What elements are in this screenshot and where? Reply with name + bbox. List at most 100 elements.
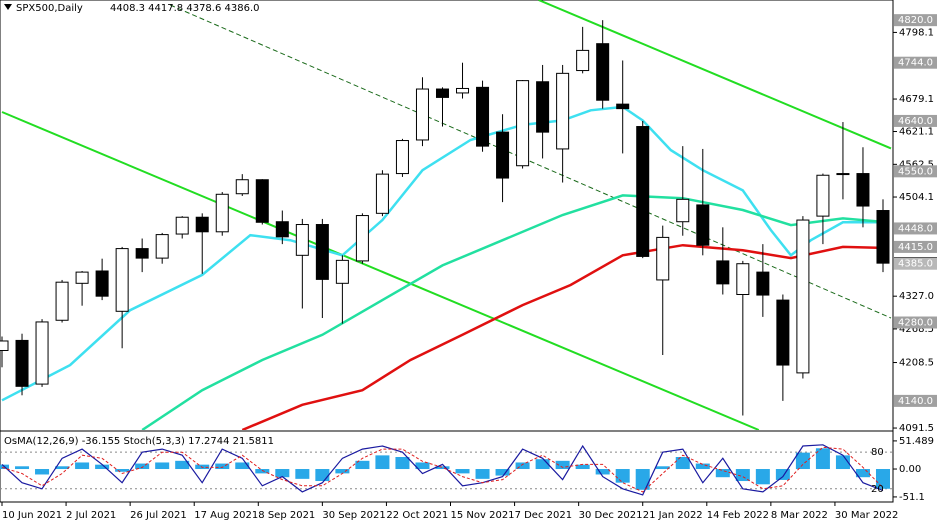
osma-bar <box>295 469 310 479</box>
candle-body <box>315 224 329 280</box>
candle-body <box>175 216 189 235</box>
ohlc-info: 4408.3 4417.8 4378.6 4386.0 <box>110 3 260 14</box>
osma-bar <box>355 460 370 470</box>
price-level-label: 4280.0 <box>898 318 933 329</box>
candle-body <box>115 248 129 312</box>
osma-bar <box>95 464 110 470</box>
osma-bar <box>575 464 590 470</box>
x-tick-label: 14 Feb 2022 <box>707 510 769 521</box>
price-level <box>894 394 937 407</box>
osma-bar <box>675 457 690 470</box>
x-tick-label: 8 Mar 2022 <box>771 510 828 521</box>
price-level <box>894 165 937 178</box>
osma-bar <box>795 452 810 470</box>
oscillator-panel <box>0 444 893 496</box>
moving-average <box>1 105 887 402</box>
candle-body <box>856 173 870 207</box>
y-tick-label: 4798.1 <box>899 27 934 38</box>
candle-body <box>75 271 89 284</box>
candle-body <box>255 179 269 223</box>
osma-bar <box>255 469 270 474</box>
x-tick-label: 30 Mar 2022 <box>835 510 898 521</box>
x-tick-label: 2 Jul 2021 <box>66 510 116 521</box>
candle-body <box>616 103 630 110</box>
candle-body <box>395 140 409 175</box>
candle-body <box>456 87 470 94</box>
candle-body <box>696 204 710 246</box>
price-level <box>894 56 937 69</box>
x-tick-label: 8 Sep 2021 <box>258 510 315 521</box>
stoch-tick-label: 80 <box>871 447 884 458</box>
price-level <box>894 257 937 270</box>
candle-body <box>536 81 550 133</box>
osma-bar <box>75 462 90 470</box>
osma-bar <box>835 455 850 470</box>
osma-bar <box>275 469 290 478</box>
trend-line <box>170 4 892 319</box>
osma-bar <box>175 460 190 470</box>
candle-body <box>576 49 590 72</box>
menu-arrow[interactable] <box>4 4 12 10</box>
stoch-signal <box>1 446 884 493</box>
osma-bar <box>155 462 170 470</box>
candle-body <box>375 173 389 214</box>
x-tick-label: 21 Jan 2022 <box>643 510 703 521</box>
x-tick-label: 26 Jul 2021 <box>130 510 187 521</box>
osma-bar <box>535 459 550 470</box>
x-tick-label: 30 Dec 2021 <box>579 510 643 521</box>
price-level-label: 4140.0 <box>898 396 933 407</box>
price-level-label: 4640.0 <box>898 116 933 127</box>
candle-body <box>636 126 650 257</box>
trend-line <box>538 0 892 150</box>
price-level <box>894 222 937 235</box>
x-tick-label: 17 Aug 2021 <box>194 510 258 521</box>
osma-bar <box>235 462 250 470</box>
osma-bar <box>875 469 890 489</box>
candle-body <box>35 321 49 385</box>
candle-body <box>876 210 890 264</box>
osma-bar <box>415 462 430 470</box>
y-tick-label: 4327.0 <box>899 291 934 302</box>
price-level-label: 4820.0 <box>898 15 933 26</box>
trend-line <box>1 111 760 430</box>
price-level <box>894 316 937 329</box>
osma-bar <box>615 469 630 483</box>
osma-bar <box>435 466 450 470</box>
osma-bar <box>475 469 490 479</box>
candle-body <box>476 86 490 147</box>
osma-bar <box>695 463 710 470</box>
candle-body <box>215 193 229 233</box>
osma-bar <box>375 455 390 470</box>
candle-body <box>155 234 169 259</box>
osma-bar <box>595 469 610 475</box>
osma-bar <box>395 457 410 470</box>
axes: 10 Jun 2021 2 Jul 2021 26 Jul 2021 17 Aug 2… <box>1 14 937 521</box>
candle-body <box>415 88 429 141</box>
candle-body <box>836 173 850 176</box>
candle-body <box>716 260 730 285</box>
x-tick-label: 7 Dec 2021 <box>515 510 573 521</box>
y-tick-label: 4208.5 <box>899 358 934 369</box>
candle-body <box>235 179 249 195</box>
moving-average <box>241 243 888 430</box>
osma-bar <box>635 469 650 490</box>
plot-frame <box>0 0 894 503</box>
candle-body <box>275 221 289 238</box>
osma-bar <box>555 460 570 470</box>
stoch-tick-label: 20 <box>871 484 884 495</box>
candle-body <box>516 80 530 167</box>
osma-bar <box>215 463 230 470</box>
price-level <box>894 14 937 27</box>
osma-bar <box>315 469 330 482</box>
candle-body <box>776 299 790 366</box>
candle-body <box>556 72 570 150</box>
candle-body <box>496 131 510 179</box>
osma-bar <box>515 462 530 470</box>
candle-body <box>0 340 9 351</box>
candle-body <box>55 281 69 321</box>
x-tick-label: 10 Jun 2021 <box>2 510 62 521</box>
osma-bar <box>755 469 770 485</box>
osma-bar <box>55 466 70 470</box>
candle-body <box>335 259 349 284</box>
